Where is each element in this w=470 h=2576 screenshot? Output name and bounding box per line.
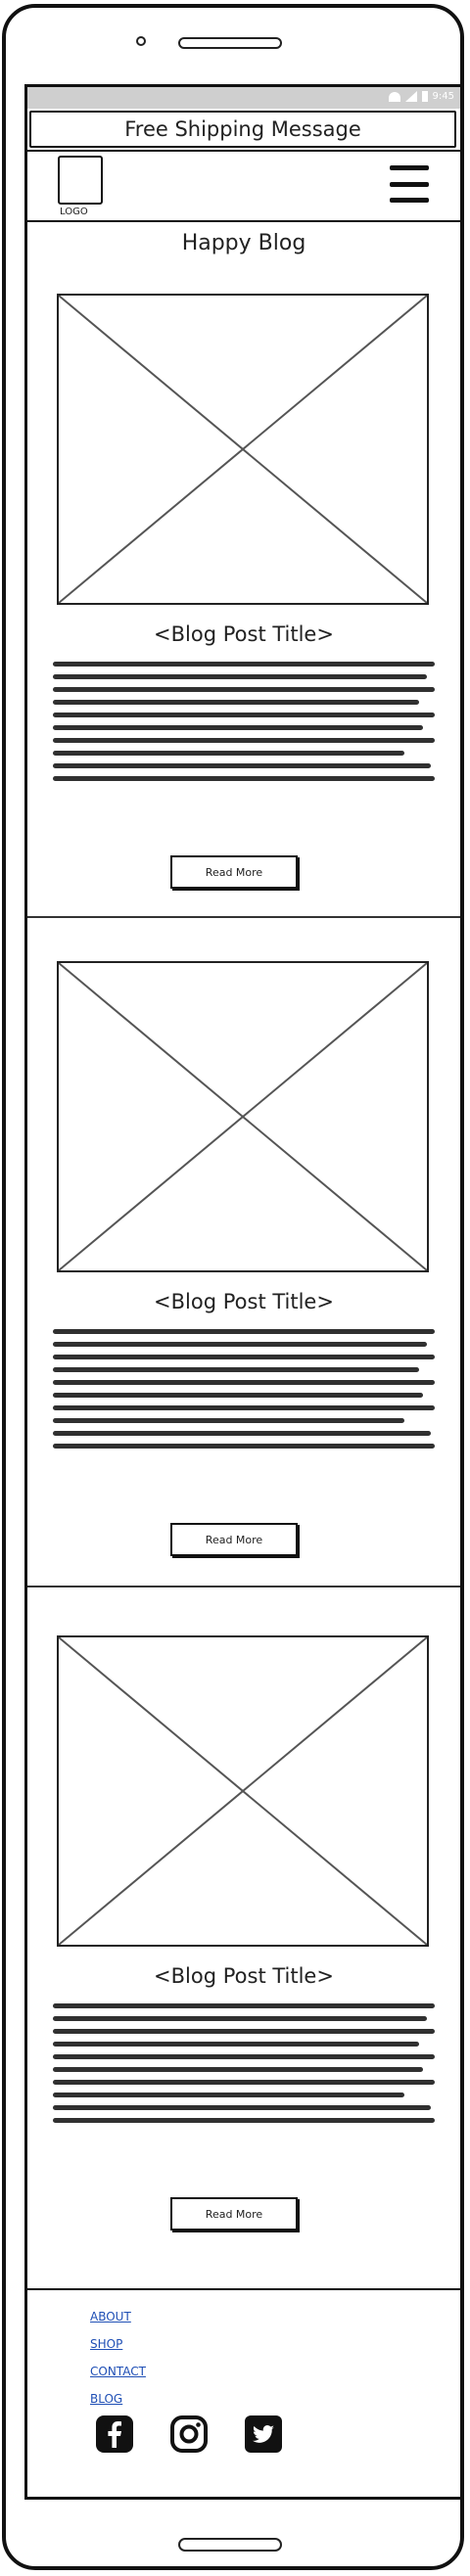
phone-screen: 9:45 Free Shipping Message LOGO Happy Bl… xyxy=(24,84,463,2500)
camera-dot xyxy=(136,36,146,46)
read-more-button[interactable]: Read More xyxy=(170,2197,298,2231)
blog-post: <Blog Post Title> Read More xyxy=(27,1633,460,2299)
post-image-placeholder[interactable] xyxy=(57,294,429,605)
phone-frame: 9:45 Free Shipping Message LOGO Happy Bl… xyxy=(2,4,464,2570)
read-more-button[interactable]: Read More xyxy=(170,855,298,889)
hamburger-menu-icon[interactable] xyxy=(390,165,429,203)
facebook-icon[interactable] xyxy=(94,2414,135,2455)
wifi-icon xyxy=(388,91,400,102)
post-divider xyxy=(27,1586,460,1587)
post-divider xyxy=(27,916,460,918)
post-image-placeholder[interactable] xyxy=(57,1635,429,1947)
footer-link-shop[interactable]: SHOP xyxy=(90,2337,123,2351)
home-button[interactable] xyxy=(178,2538,282,2552)
post-title[interactable]: <Blog Post Title> xyxy=(154,1964,334,1988)
twitter-icon[interactable] xyxy=(243,2414,284,2455)
read-more-label: Read More xyxy=(205,1533,263,1546)
blog-post: <Blog Post Title> Read More xyxy=(27,959,460,1625)
battery-icon xyxy=(421,91,428,102)
status-bar: 9:45 xyxy=(27,87,460,109)
blog-title: Happy Blog xyxy=(181,231,306,255)
post-excerpt-placeholder xyxy=(53,662,435,818)
status-time: 9:45 xyxy=(432,91,454,102)
post-excerpt-placeholder xyxy=(53,1329,435,1486)
footer-link-blog[interactable]: BLOG xyxy=(90,2392,123,2406)
social-icons xyxy=(94,2414,284,2455)
read-more-label: Read More xyxy=(205,2207,263,2221)
post-title[interactable]: <Blog Post Title> xyxy=(154,622,334,646)
read-more-button[interactable]: Read More xyxy=(170,1523,298,1556)
speaker-grille xyxy=(178,37,282,49)
post-image-placeholder[interactable] xyxy=(57,961,429,1272)
footer-link-contact[interactable]: CONTACT xyxy=(90,2365,146,2378)
logo-box[interactable] xyxy=(58,156,103,205)
site-footer: ABOUT SHOP CONTACT BLOG xyxy=(27,2288,460,2497)
footer-link-about[interactable]: ABOUT xyxy=(90,2310,131,2323)
banner-text: Free Shipping Message xyxy=(124,117,361,141)
footer-nav: ABOUT SHOP CONTACT BLOG xyxy=(90,2310,146,2419)
post-title[interactable]: <Blog Post Title> xyxy=(154,1290,334,1313)
logo-label: LOGO xyxy=(60,207,88,217)
blog-post: <Blog Post Title> Read More xyxy=(27,292,460,957)
site-header: LOGO xyxy=(27,150,460,222)
instagram-icon[interactable] xyxy=(168,2414,210,2455)
free-shipping-banner[interactable]: Free Shipping Message xyxy=(29,111,456,148)
post-excerpt-placeholder xyxy=(53,2003,435,2160)
signal-icon xyxy=(404,91,417,102)
read-more-label: Read More xyxy=(205,865,263,879)
